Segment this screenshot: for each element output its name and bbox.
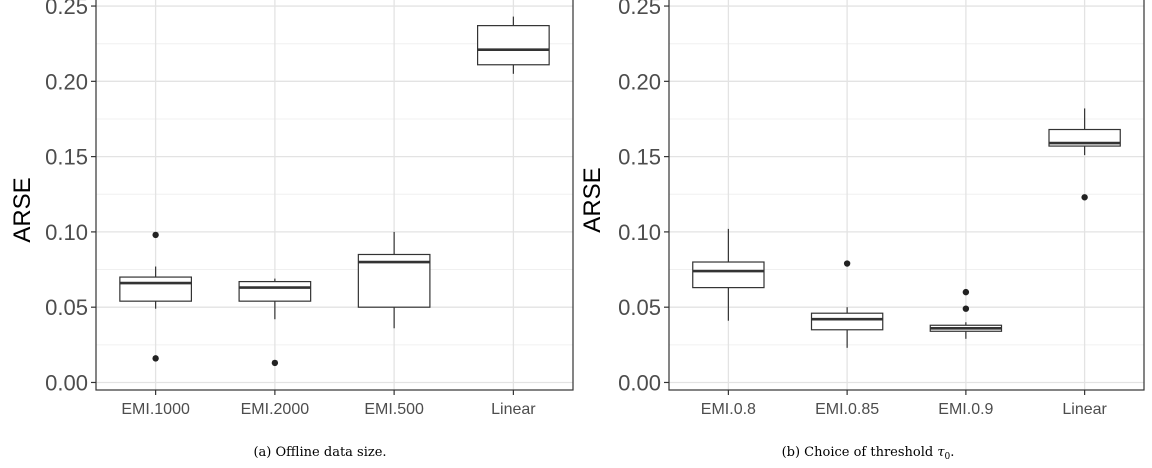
outlier-point	[962, 288, 970, 296]
y-tick-label: 0.25	[45, 0, 88, 19]
panel-border	[668, 0, 1145, 391]
box-Linear	[477, 16, 550, 74]
caption-a: (a) Offline data size.	[253, 445, 386, 460]
caption-b: (b) Choice of threshold τ0.	[782, 445, 955, 462]
box-EMI.0.85	[810, 260, 884, 348]
panel-border	[95, 0, 574, 391]
outlier-point	[1081, 194, 1088, 201]
y-tick-label: 0.15	[45, 145, 88, 170]
x-tick-label: EMI.0.8	[701, 401, 756, 418]
outlier-point	[843, 260, 851, 267]
y-tick-label: 0.15	[618, 145, 661, 170]
outlier-point	[962, 305, 970, 312]
y-tick-label: 0.20	[45, 69, 88, 94]
x-tick-label: EMI.2000	[241, 401, 310, 418]
y-axis-label: ARSE	[9, 177, 36, 242]
outlier-point	[271, 359, 279, 367]
box-EMI.500	[357, 231, 431, 329]
x-tick-label: EMI.500	[364, 401, 424, 418]
box-body	[477, 25, 550, 66]
chart-b: 0.00 0.05 0.10 0.15 0.20 0.25 EMI.0.8 EMI.0.85 E…	[579, 0, 1145, 418]
y-tick-label: 0.05	[45, 295, 88, 320]
x-tick-label: EMI.1000	[121, 401, 190, 418]
x-tick-label: Linear	[1062, 401, 1107, 418]
box-Linear	[1048, 108, 1121, 201]
y-tick-label: 0.05	[618, 295, 661, 320]
y-tick-label: 0.00	[45, 370, 88, 395]
box-body	[810, 312, 884, 331]
y-tick-label: 0.25	[618, 0, 661, 19]
caption-b-symbol: τ	[937, 445, 945, 460]
plot-panel	[669, 0, 1144, 390]
outlier-point	[152, 231, 159, 239]
y-axis-label: ARSE	[579, 167, 606, 232]
x-tick-label: EMI.0.9	[938, 401, 993, 418]
x-tick-label: EMI.0.85	[815, 401, 879, 418]
box-EMI.0.9	[929, 288, 1003, 339]
box-EMI.0.8	[692, 228, 765, 321]
box-EMI.2000	[238, 278, 312, 367]
y-tick-label: 0.20	[618, 69, 661, 94]
x-tick-label: Linear	[491, 401, 536, 418]
box-body	[119, 276, 193, 302]
box-body	[238, 280, 312, 302]
y-tick-label: 0.10	[45, 220, 88, 245]
box-body	[692, 261, 765, 289]
y-tick-label: 0.00	[618, 370, 661, 395]
chart-a: 0.00 0.05 0.10 0.15 0.20 0.25 EMI.1000 EMI.2000…	[9, 0, 574, 418]
caption-b-sub: 0	[945, 452, 951, 462]
outlier-point	[152, 355, 159, 362]
box-EMI.1000	[119, 231, 193, 362]
caption-b-end: .	[950, 445, 954, 460]
caption-b-text: (b) Choice of threshold	[782, 445, 938, 460]
y-tick-label: 0.10	[618, 220, 661, 245]
